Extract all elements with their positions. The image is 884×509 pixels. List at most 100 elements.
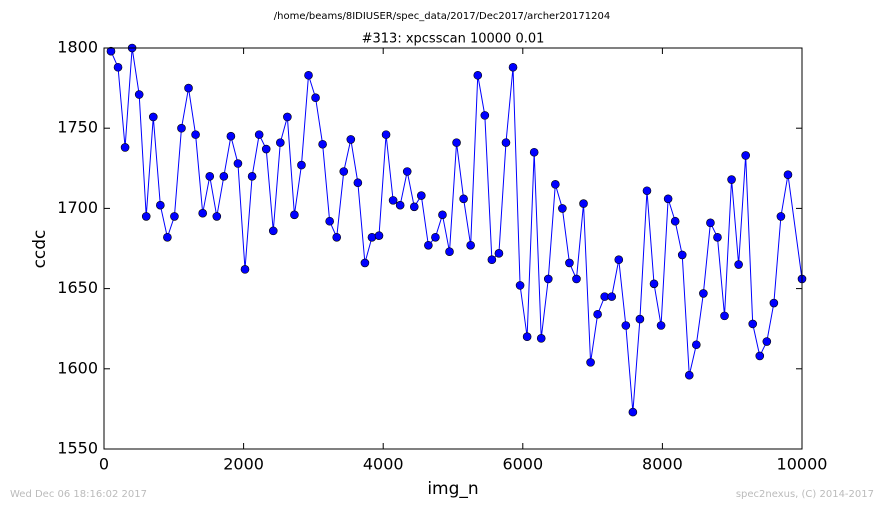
chart-title: #313: xpcsscan 10000 0.01 — [362, 32, 545, 47]
marker — [184, 83, 193, 93]
marker — [360, 258, 370, 268]
marker — [776, 212, 786, 221]
marker — [226, 131, 236, 141]
marker — [579, 199, 588, 208]
marker — [240, 265, 250, 274]
y-tick-label: 1650 — [57, 278, 98, 297]
marker — [459, 194, 468, 204]
marker — [558, 204, 567, 213]
marker — [452, 138, 461, 147]
marker — [656, 321, 666, 330]
marker — [727, 175, 736, 184]
marker — [551, 180, 560, 189]
marker — [466, 240, 475, 250]
y-axis-label: ccdc — [30, 230, 50, 269]
marker — [734, 260, 743, 269]
marker — [212, 212, 222, 221]
marker — [543, 274, 553, 284]
marker — [402, 167, 412, 176]
marker — [663, 194, 673, 204]
marker — [339, 167, 349, 176]
marker — [515, 281, 525, 290]
marker — [536, 334, 546, 343]
marker — [254, 130, 264, 139]
marker — [388, 196, 398, 205]
marker — [367, 232, 377, 242]
x-tick-label: 0 — [99, 455, 109, 474]
x-tick-label: 8000 — [642, 455, 683, 474]
marker — [219, 172, 229, 181]
marker — [586, 358, 595, 367]
y-tick-label: 1600 — [57, 358, 98, 377]
marker — [748, 319, 758, 329]
marker — [353, 178, 363, 188]
marker — [120, 143, 130, 152]
x-axis-label: img_n — [427, 479, 478, 499]
marker — [677, 250, 687, 260]
marker — [318, 139, 327, 149]
marker — [755, 351, 765, 361]
marker — [438, 210, 447, 220]
marker — [205, 172, 215, 181]
marker — [325, 216, 334, 226]
marker — [304, 70, 313, 80]
plot-frame — [103, 47, 803, 450]
marker — [106, 46, 116, 56]
marker — [395, 200, 405, 210]
suptitle: /home/beams/8IDIUSER/spec_data/2017/Dec2… — [274, 11, 610, 22]
marker — [720, 311, 729, 321]
footer-left: Wed Dec 06 18:16:02 2017 — [10, 489, 147, 500]
marker — [487, 255, 497, 265]
marker — [445, 247, 454, 257]
marker — [522, 332, 532, 342]
marker — [621, 321, 631, 330]
marker — [692, 340, 701, 350]
x-tick-label: 2000 — [223, 455, 264, 474]
marker — [247, 172, 257, 181]
marker — [628, 407, 638, 417]
marker — [141, 212, 151, 221]
marker — [706, 218, 715, 228]
marker — [177, 123, 186, 133]
marker — [565, 258, 574, 268]
marker — [508, 62, 518, 72]
marker — [409, 202, 419, 212]
marker — [769, 298, 779, 308]
marker — [614, 255, 624, 265]
marker — [572, 274, 581, 284]
marker — [431, 232, 440, 242]
y-tick-label: 1800 — [57, 38, 98, 57]
marker — [684, 370, 694, 380]
marker — [713, 232, 722, 242]
marker — [642, 186, 652, 196]
marker — [649, 279, 659, 289]
y-tick-label: 1550 — [57, 439, 98, 458]
marker — [501, 138, 511, 147]
marker — [233, 159, 243, 168]
marker — [290, 210, 299, 220]
marker — [148, 112, 158, 122]
marker — [113, 62, 123, 72]
marker — [170, 212, 179, 221]
marker — [374, 231, 384, 240]
marker — [156, 200, 165, 210]
marker — [283, 112, 292, 122]
x-tick-label: 6000 — [502, 455, 543, 474]
marker — [346, 135, 356, 144]
marker — [261, 144, 271, 154]
marker — [762, 337, 772, 346]
marker — [191, 130, 200, 139]
y-tick-label: 1750 — [57, 118, 98, 137]
marker — [473, 70, 483, 80]
marker — [332, 232, 342, 242]
marker — [783, 170, 793, 180]
marker — [381, 130, 391, 139]
marker — [424, 240, 433, 250]
marker — [699, 289, 708, 298]
y-tick-label: 1700 — [57, 198, 98, 217]
marker — [276, 138, 285, 147]
marker — [198, 208, 207, 218]
footer-right: spec2nexus, (C) 2014-2017 — [736, 489, 874, 500]
marker — [670, 216, 680, 226]
marker — [417, 191, 426, 200]
